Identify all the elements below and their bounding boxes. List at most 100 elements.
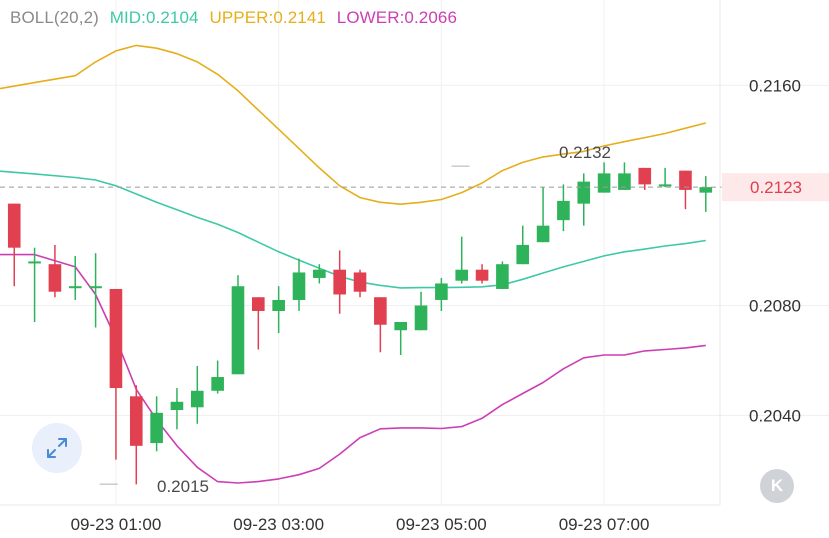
candle-down — [252, 297, 265, 350]
candle-body — [333, 269, 346, 295]
candle-body — [109, 288, 123, 389]
candle-body — [272, 299, 285, 311]
candle-body — [28, 261, 41, 264]
candle-down — [638, 167, 652, 190]
candle-body — [597, 173, 611, 193]
last-price-tag — [722, 173, 829, 202]
candle-body — [313, 269, 326, 278]
candle-up — [272, 286, 285, 333]
candle-body — [353, 272, 367, 292]
candle-down — [374, 297, 387, 353]
bollinger-band-layer — [0, 44, 706, 484]
indicator-legend: BOLL(20,2) MID:0.2104 UPPER:0.2141 LOWER… — [10, 8, 463, 28]
candle-up — [89, 253, 102, 328]
candle-down — [48, 244, 62, 298]
expand-arrows-icon — [47, 438, 67, 458]
legend-indicator-label: BOLL(20,2) — [10, 8, 99, 27]
boll-upper-line — [0, 44, 706, 205]
candle-body — [475, 269, 489, 281]
candle-up — [496, 261, 509, 289]
candle-up — [516, 225, 530, 265]
candle-down — [333, 250, 346, 314]
candle-body — [414, 305, 428, 331]
overlay-layer: 0.2123 0.2132 0.2015 — [0, 143, 829, 496]
candle-up — [150, 396, 163, 452]
grid-layer — [0, 0, 829, 506]
candle-body — [658, 184, 672, 187]
candle-body — [435, 283, 448, 300]
candle-up — [313, 264, 326, 284]
last-price-label: 0.2123 — [750, 178, 802, 197]
candle-body — [618, 173, 631, 190]
candle-up — [536, 187, 550, 243]
candle-up — [292, 258, 306, 311]
candle-up — [618, 162, 631, 190]
price-tick-label: 0.2160 — [749, 76, 801, 95]
candle-up — [394, 321, 408, 356]
candle-body — [150, 412, 163, 444]
candle-up — [658, 167, 672, 188]
candle-body — [252, 297, 265, 311]
candle-body — [496, 264, 509, 289]
candle-body — [170, 401, 184, 411]
candle-body — [557, 200, 570, 221]
k-button-label: K — [770, 476, 784, 495]
price-tick-label: 0.2040 — [749, 407, 801, 426]
candle-up — [211, 360, 224, 394]
candle-up — [28, 247, 41, 322]
candle-body — [68, 286, 82, 289]
candle-body — [129, 396, 143, 446]
candle-up — [414, 291, 428, 331]
fullscreen-button[interactable] — [32, 423, 82, 473]
low-price-annotation: 0.2015 — [157, 477, 209, 496]
candle-body — [679, 170, 692, 190]
candle-body — [516, 244, 530, 265]
candle-down — [353, 269, 367, 298]
candle-up — [597, 162, 611, 193]
candle-down — [129, 385, 143, 485]
time-tick-label: 09-23 07:00 — [559, 515, 650, 533]
boll-mid-line — [0, 170, 706, 289]
candle-body — [89, 286, 102, 289]
boll-lower-line — [0, 253, 706, 484]
candle-body — [231, 286, 245, 375]
candle-body — [394, 321, 408, 331]
candle-up — [455, 236, 469, 284]
candle-body — [211, 377, 224, 391]
time-tick-label: 09-23 01:00 — [71, 515, 162, 533]
candle-down — [475, 264, 489, 284]
candle-body — [536, 225, 550, 243]
price-tick-label: 0.2080 — [749, 296, 801, 315]
candle-up — [577, 173, 591, 226]
candle-down — [7, 203, 21, 287]
candle-up — [68, 255, 82, 300]
candle-up — [699, 176, 713, 212]
candle-up — [557, 184, 570, 232]
legend-upper: UPPER:0.2141 — [209, 8, 326, 27]
legend-lower: LOWER:0.2066 — [336, 8, 458, 27]
candle-body — [638, 167, 652, 185]
k-chart-toggle-button[interactable]: K — [760, 469, 794, 503]
high-price-annotation: 0.2132 — [559, 143, 611, 162]
candle-body — [292, 272, 306, 300]
candle-body — [190, 390, 204, 408]
candle-body — [577, 181, 591, 204]
time-tick-label: 09-23 03:00 — [233, 515, 324, 533]
candle-down — [679, 170, 692, 210]
legend-mid: MID:0.2104 — [109, 8, 199, 27]
candle-body — [699, 187, 713, 193]
candle-up — [231, 275, 245, 375]
candle-down — [109, 288, 123, 460]
candle-up — [170, 388, 184, 430]
candle-body — [374, 297, 387, 325]
candle-up — [190, 366, 204, 424]
candle-body — [455, 269, 469, 281]
candle-layer — [7, 162, 713, 485]
candle-body — [48, 264, 62, 292]
candle-up — [435, 277, 448, 311]
time-tick-label: 09-23 05:00 — [396, 515, 487, 533]
candle-body — [7, 203, 21, 248]
